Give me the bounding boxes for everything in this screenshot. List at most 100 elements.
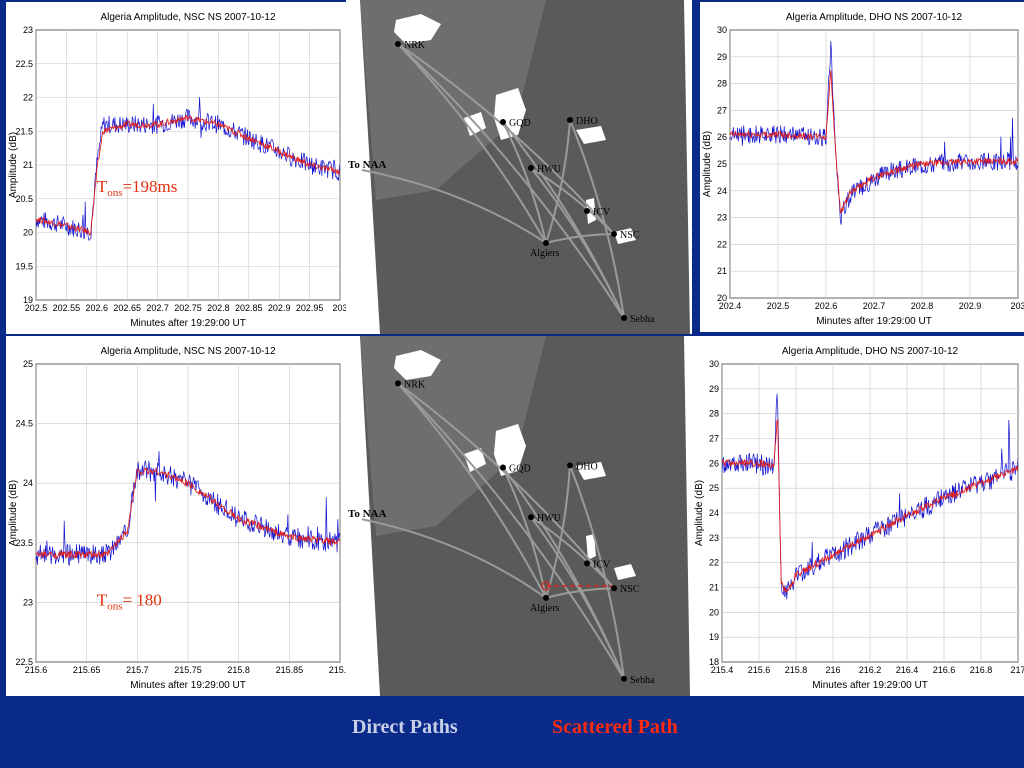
x-tick-label: 216.8 [970,665,993,675]
y-tick-label: 23.5 [15,538,33,548]
propagation-path [545,587,615,599]
chart-dho-bottom: 18 19 20 21 22 23 24 25 26 27 28 29 30 215.4 215.6 215.… [692,336,1024,696]
series-line-blue [36,451,340,566]
station-marker [567,117,573,123]
left-border [0,0,6,696]
y-tick-label: 25 [709,483,719,493]
x-tick-label: 215.7 [126,665,149,675]
station-marker [567,462,573,469]
station-label: NRK [404,40,426,51]
chart-nsc-bottom: 22.5 23 23.5 24 24.5 25 215.6 215.65 215.7 215.75… [6,336,346,696]
x-tick-label: 202.95 [296,303,324,313]
sicily-landmass [614,228,636,244]
x-axis-label: Minutes after 19:29:00 UT [816,316,932,327]
station-marker [611,231,617,237]
chart-svg: 22.5 23 23.5 24 24.5 25 215.6 215.65 215.7 215.75… [8,346,346,691]
station-label: DHO [576,461,598,472]
series-line-blue [722,393,1018,600]
denmark-landmass [576,462,606,480]
x-tick-label: 216.2 [859,665,882,675]
y-tick-label: 18 [709,657,719,667]
series-line-blue [730,41,1018,225]
propagation-path [530,167,615,235]
propagation-path [530,516,615,589]
y-tick-label: 22 [717,239,727,249]
x-tick-label: 215.6 [748,665,771,675]
station-marker [621,315,627,321]
y-tick-label: 22.5 [15,657,33,667]
propagation-path [397,382,547,599]
y-tick-label: 22 [709,558,719,568]
map-svg: To NAA NRK GQD DHO HWU ICV NSC Algiers Sebha [348,336,690,696]
station-label: Sebha [630,314,655,325]
atlantic-ocean [360,336,546,536]
x-tick-label: 215.75 [174,665,202,675]
y-tick-label: 24 [23,478,33,488]
propagation-path [530,516,625,680]
x-tick-label: 215.9 [329,665,346,675]
y-axis-label: Amplitude (dB) [694,480,705,546]
x-tick-label: 202.8 [911,301,934,311]
propagation-path [397,43,547,244]
station-marker [395,380,401,387]
y-tick-label: 23 [23,25,33,35]
x-tick-label: 202.6 [86,303,109,313]
x-tick-label: 216.6 [933,665,956,675]
chart-title: Algeria Amplitude, DHO NS 2007-10-12 [782,346,959,357]
propagation-path [530,167,625,319]
y-tick-label: 30 [717,25,727,35]
station-label: ICV [593,559,611,570]
ireland-landmass [464,448,486,472]
y-tick-label: 19 [23,295,33,305]
x-tick-label: 202.75 [174,303,202,313]
y-tick-label: 24 [717,186,727,196]
naa-path [361,518,547,599]
x-tick-label: 202.9 [268,303,291,313]
propagation-path [569,464,625,679]
x-tick-label: 202.4 [719,301,742,311]
station-label: GQD [509,463,531,474]
chart-svg: 20 21 22 23 24 25 26 27 28 29 30 202.4 202.5 202.6 202… [702,12,1024,327]
propagation-path [545,119,571,244]
x-tick-label: 202.5 [25,303,48,313]
y-tick-label: 25 [717,159,727,169]
y-axis-label: Amplitude (dB) [8,480,19,546]
scattered-path-label: Scattered Path [552,716,678,738]
series-line-blue [36,97,340,241]
y-tick-label: 23 [23,597,33,607]
station-label: Algiers [530,248,560,259]
y-tick-label: 27 [709,434,719,444]
y-tick-label: 21 [23,160,33,170]
naa-label: To NAA [348,159,386,171]
station-label: HWU [537,513,562,524]
station-label: HWU [537,164,562,175]
iceland-landmass [394,14,441,44]
y-tick-label: 20 [709,607,719,617]
propagation-path [502,121,547,244]
propagation-path [397,382,625,680]
y-tick-label: 22.5 [15,59,33,69]
x-tick-label: 203 [1010,301,1024,311]
series-line-red [722,418,1018,593]
series-line-red [730,70,1018,214]
chart-title: Algeria Amplitude, DHO NS 2007-10-12 [786,12,963,23]
station-marker [621,675,627,682]
x-tick-label: 202.6 [815,301,838,311]
y-tick-label: 29 [717,52,727,62]
station-marker [543,240,549,246]
chart-dho-top: 20 21 22 23 24 25 26 27 28 29 30 202.4 202.5 202.6 202… [700,2,1024,332]
chart-nsc-top: 19 19.5 20 20.5 21 21.5 22 22.5 23 202.5 202.55 202… [6,2,346,334]
station-marker [528,514,534,521]
x-tick-label: 203 [332,303,346,313]
station-marker [500,464,506,471]
direct-paths-label: Direct Paths [352,716,458,738]
x-tick-label: 215.6 [25,665,48,675]
y-tick-label: 28 [709,409,719,419]
onset-annotation: Tons=198ms [97,177,178,199]
iceland-landmass [394,350,441,380]
naa-label: To NAA [348,508,386,520]
x-tick-label: 215.4 [711,665,734,675]
chart-title: Algeria Amplitude, NSC NS 2007-10-12 [100,346,276,357]
x-axis-label: Minutes after 19:29:00 UT [130,680,246,691]
x-axis-label: Minutes after 19:29:00 UT [812,680,928,691]
